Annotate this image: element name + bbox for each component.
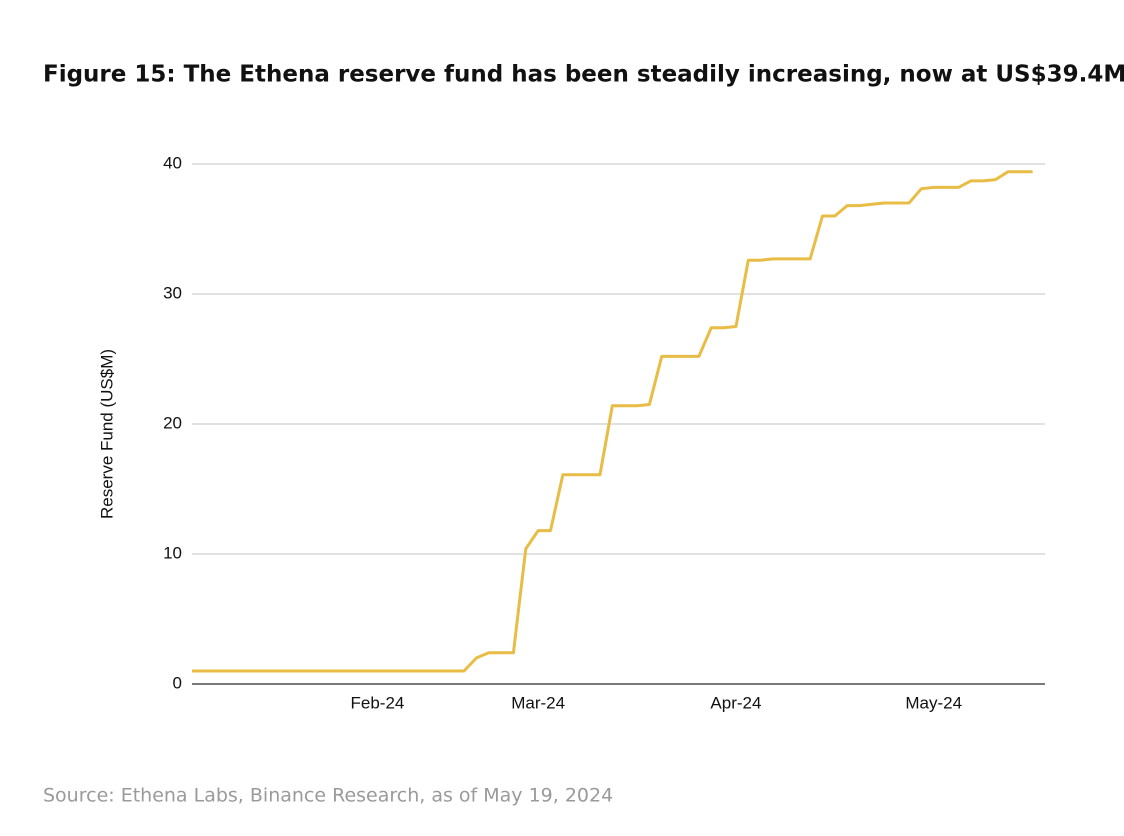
y-tick-label: 40 [163, 153, 182, 172]
x-tick-label: Apr-24 [710, 693, 761, 712]
x-tick-label: Feb-24 [350, 693, 404, 712]
y-axis-label: Reserve Fund (US$M) [97, 349, 116, 519]
y-tick-label: 10 [163, 543, 182, 562]
y-tick-label: 0 [173, 673, 182, 692]
x-tick-label: May-24 [905, 693, 962, 712]
y-tick-label: 30 [163, 283, 182, 302]
x-tick-label: Mar-24 [511, 693, 565, 712]
y-tick-label: 20 [163, 413, 182, 432]
source-note: Source: Ethena Labs, Binance Research, a… [43, 785, 613, 807]
data-line [192, 170, 1033, 673]
chart-title: Figure 15: The Ethena reserve fund has b… [43, 62, 1124, 88]
